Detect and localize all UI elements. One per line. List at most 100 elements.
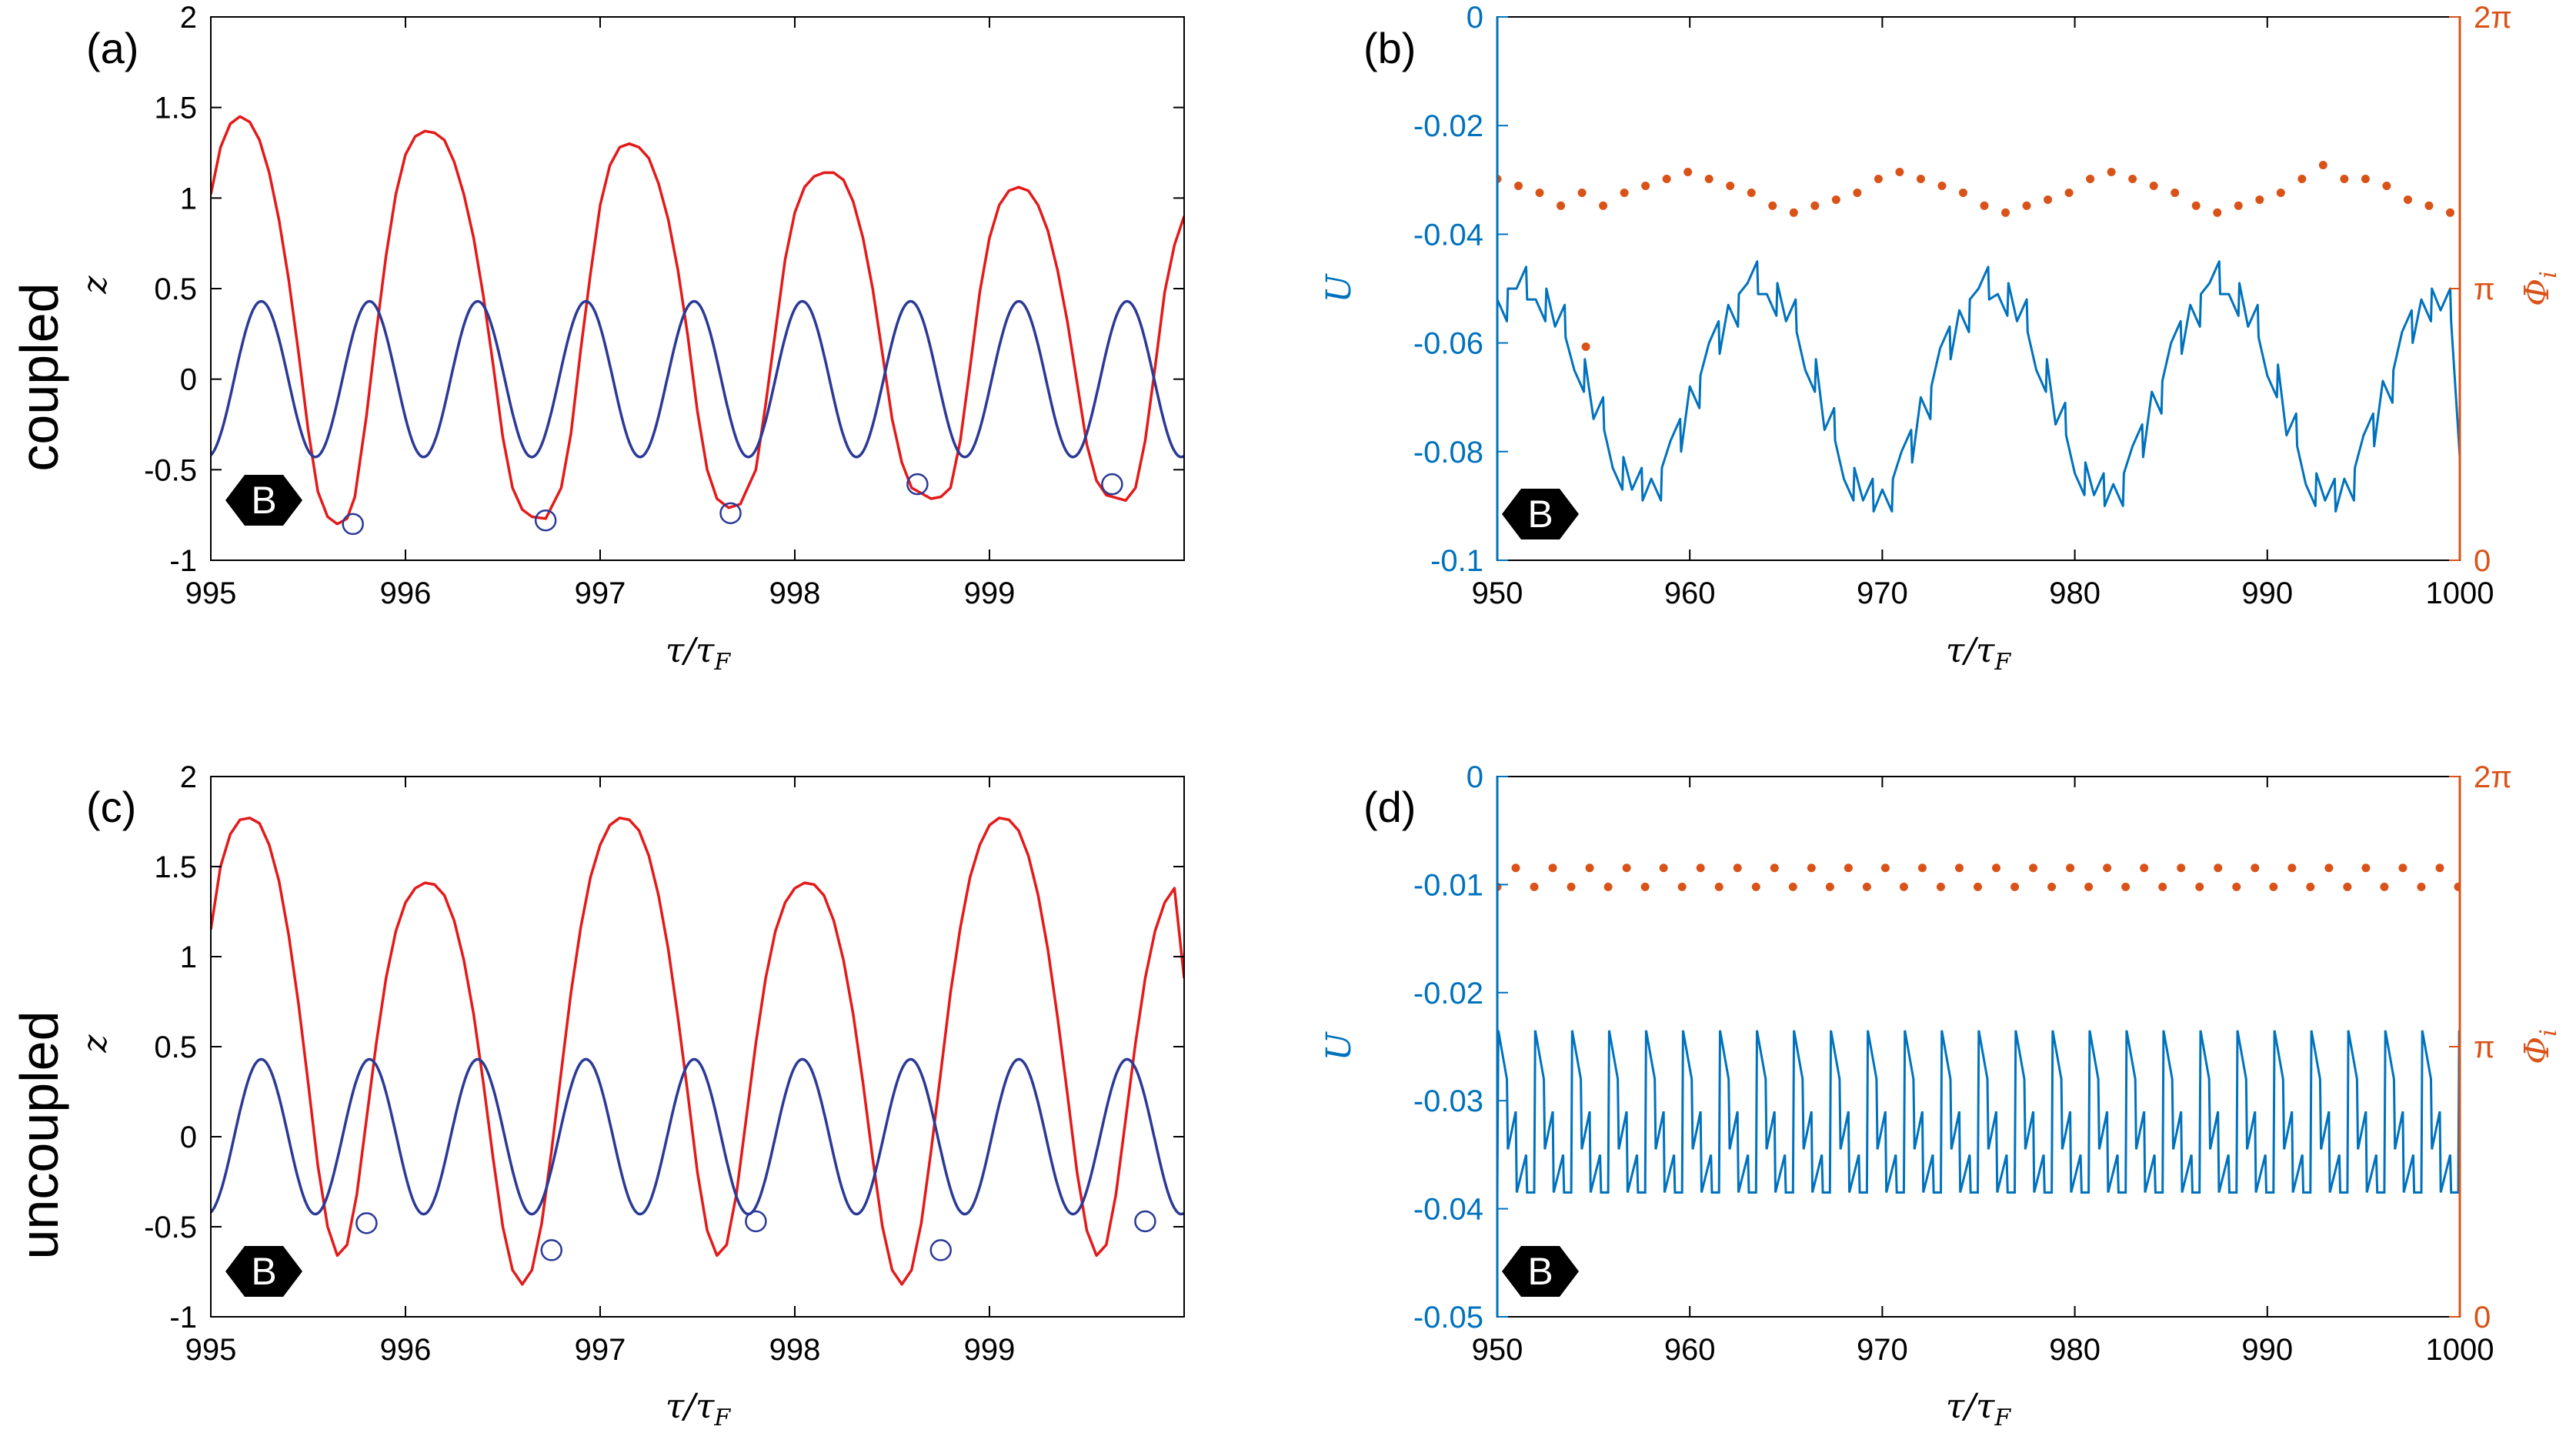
ytick-label: -1 [169, 544, 197, 578]
phase-dot [2398, 863, 2407, 873]
phase-dot [1853, 188, 1862, 197]
phase-dot [1620, 188, 1629, 197]
series-line-U [1497, 1030, 2460, 1194]
xlabel-sub-b: F [1994, 649, 2011, 676]
phase-dot [2454, 882, 2460, 891]
phase-dot [1936, 882, 1945, 891]
phase-dot [2380, 882, 2389, 891]
phase-dot [2324, 863, 2334, 873]
phase-dot [1733, 863, 1742, 873]
xlabel-tau-b: τ/τ [1946, 631, 1995, 670]
phase-dot [1992, 863, 2001, 873]
ytick-label: -0.5 [144, 1211, 197, 1244]
ytick-label: 0.5 [154, 1030, 197, 1064]
phase-dot [2010, 882, 2020, 891]
phase-dot [2086, 174, 2095, 183]
phase-dot [1677, 882, 1687, 891]
ticks-d: 950 960 970 980 990 1000 -0.05 -0.04 -0.03 -0.02 -… [1413, 760, 2512, 1367]
ytick-label: 0.5 [154, 272, 197, 306]
xlabel-d: τ/τF [1946, 1387, 2012, 1431]
ytick-label: 0 [1467, 760, 1483, 794]
ytick-label: -0.03 [1413, 1084, 1483, 1118]
ylabel-c: z [75, 1034, 115, 1054]
phase-dot [1567, 882, 1576, 891]
ytick-label: -0.5 [144, 453, 197, 487]
phase-dot [1916, 174, 1925, 183]
ylabel-right-sub-b: i [2535, 271, 2562, 279]
series-line-red [211, 817, 1184, 1286]
phase-dot [1640, 882, 1650, 891]
phase-dot [1768, 201, 1777, 210]
phase-dot [1704, 174, 1713, 183]
phase-dot [2445, 208, 2454, 217]
series-line-red [211, 115, 1184, 526]
plot-area-d [1497, 863, 2460, 1194]
xtick-label: 997 [575, 576, 626, 610]
phase-dot [1980, 201, 1989, 210]
ylabel-right-sub-d: i [2535, 1029, 2562, 1037]
phase-dot [1831, 195, 1840, 204]
ytick-label: -0.1 [1430, 544, 1483, 578]
phase-dot [2306, 882, 2315, 891]
phase-dot [2255, 195, 2264, 204]
phase-dot [1557, 201, 1566, 210]
phase-dot [1603, 882, 1613, 891]
panel-b: 950 960 970 980 990 1000 -0.1 -0.08 -0.06 -0.04 -0… [1320, 1, 2562, 676]
hexagon-badge-icon [225, 475, 302, 526]
xtick-label: 995 [185, 1333, 237, 1367]
marker-circle [929, 1239, 952, 1261]
ylabel-right-d: Φi [2518, 1029, 2562, 1064]
phase-dot [2047, 882, 2057, 891]
ytick-label-right: 2π [2474, 1, 2512, 35]
ytick-label-right: 2π [2474, 760, 2512, 794]
row-label-uncoupled: uncoupled [9, 1010, 69, 1259]
phase-dot [2361, 863, 2371, 873]
row-label-coupled: coupled [9, 282, 69, 471]
xlabel-sub-c: F [713, 1405, 731, 1431]
phase-dot [1514, 181, 1523, 190]
ytick-label: -0.06 [1413, 327, 1483, 361]
ylabel-d: U [1320, 1031, 1359, 1061]
ytick-label-right: π [2474, 272, 2495, 306]
phase-dot [2343, 882, 2352, 891]
phase-dot [2029, 863, 2038, 873]
phase-dot [2177, 863, 2186, 873]
xlabel-tau-a: τ/τ [666, 631, 715, 670]
plot-area-b [1497, 161, 2460, 513]
phase-dot [2066, 863, 2075, 873]
phase-dot [1696, 863, 1705, 873]
xlabel-tau-c: τ/τ [666, 1387, 715, 1426]
phase-dot [1880, 863, 1890, 873]
phase-dot [1770, 863, 1779, 873]
xtick-label: 997 [575, 1333, 626, 1367]
phase-dot [2297, 174, 2307, 183]
phase-dot [2064, 188, 2074, 197]
phase-dot [2022, 201, 2031, 210]
ytick-label: -0.04 [1413, 1193, 1483, 1227]
phase-dot [2417, 882, 2426, 891]
ytick-label: 1 [180, 182, 197, 215]
ytick-label: -0.02 [1413, 109, 1483, 143]
phase-dot [1937, 181, 1947, 190]
phase-dot [1577, 188, 1587, 197]
phase-dot [1659, 863, 1668, 873]
xlabel-a: τ/τF [666, 631, 732, 676]
ytick-label: 1.5 [154, 92, 197, 125]
phase-dot [2140, 863, 2149, 873]
phase-dot [1788, 882, 1797, 891]
xlabel-sub-d: F [1994, 1405, 2011, 1431]
phase-dot [2107, 167, 2116, 176]
phase-dot [1641, 181, 1650, 190]
ytick-label: -0.04 [1413, 218, 1483, 252]
panel-d: 950 960 970 980 990 1000 -0.05 -0.04 -0.03 -0.02 -… [1320, 760, 2562, 1431]
badge-b: B [1502, 489, 1579, 539]
phase-dot [1895, 167, 1904, 176]
panel-a: 995 996 997 998 999 -1 -0.5 0 0.5 1 1.5 2 (a) B z τ… [75, 1, 1185, 676]
xtick-label: 996 [380, 1333, 432, 1367]
xtick-label: 960 [1664, 1333, 1716, 1367]
phase-dot [1825, 882, 1834, 891]
phase-dot [1622, 863, 1631, 873]
ytick-label: -0.08 [1413, 436, 1483, 469]
phase-dot [1683, 167, 1693, 176]
